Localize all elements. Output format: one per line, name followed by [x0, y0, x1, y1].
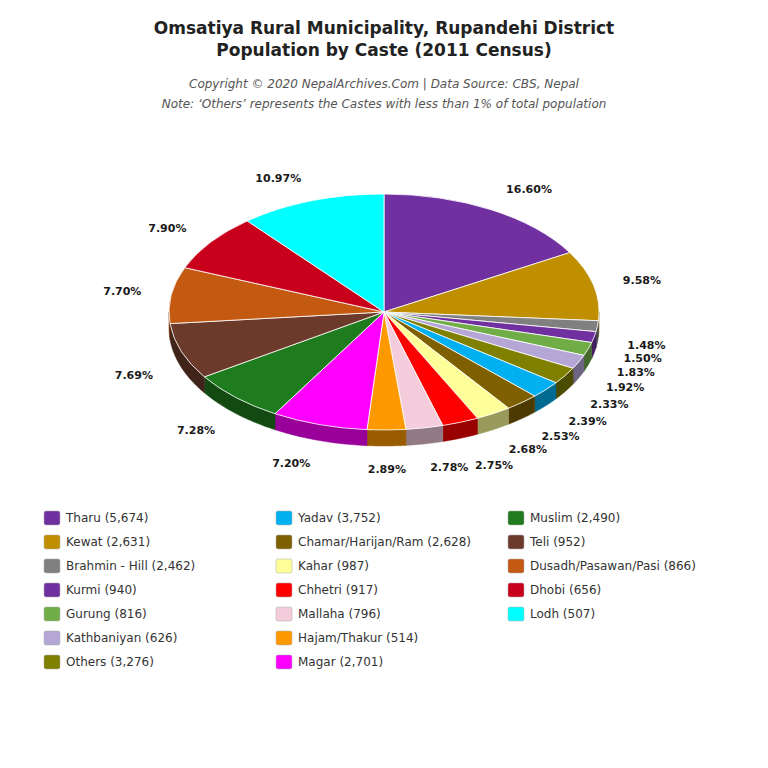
data-label: 2.68% [509, 443, 547, 456]
legend-swatch [44, 511, 60, 525]
data-label: 7.28% [177, 424, 215, 437]
legend-label: Muslim (2,490) [530, 511, 620, 525]
data-label: 2.33% [590, 398, 628, 411]
legend-label: Magar (2,701) [298, 655, 383, 669]
data-label: 16.60% [506, 183, 552, 196]
legend-swatch [44, 655, 60, 669]
legend-swatch [276, 511, 292, 525]
data-label: 2.89% [368, 463, 406, 476]
legend-swatch [44, 559, 60, 573]
legend-swatch [276, 655, 292, 669]
legend: Tharu (5,674) Kewat (2,631) Brahmin - Hill… [44, 511, 696, 669]
data-label: 2.78% [430, 461, 468, 474]
legend-label: Lodh (507) [530, 607, 595, 621]
data-label: 1.50% [624, 352, 662, 365]
legend-label: Teli (952) [529, 535, 585, 549]
legend-label: Others (3,276) [66, 655, 154, 669]
legend-swatch [508, 559, 524, 573]
title: Omsatiya Rural Municipality, Rupandehi D… [154, 18, 614, 60]
legend-label: Brahmin - Hill (2,462) [66, 559, 195, 573]
legend-label: Chhetri (917) [298, 583, 378, 597]
legend-swatch [508, 607, 524, 621]
data-label: 2.75% [475, 459, 513, 472]
pie-slice [247, 194, 384, 312]
legend-label: Yadav (3,752) [297, 511, 381, 525]
legend-label: Dhobi (656) [530, 583, 601, 597]
data-label: 10.97% [255, 172, 301, 185]
legend-swatch [276, 607, 292, 621]
legend-swatch [508, 511, 524, 525]
legend-label: Tharu (5,674) [65, 511, 148, 525]
legend-swatch [276, 535, 292, 549]
pie [169, 194, 599, 446]
data-label: 7.69% [115, 369, 153, 382]
data-label: 1.92% [606, 381, 644, 394]
legend-label: Mallaha (796) [298, 607, 381, 621]
data-label: 2.39% [569, 415, 607, 428]
legend-label: Kathbaniyan (626) [66, 631, 177, 645]
data-label: 7.70% [103, 285, 141, 298]
legend-label: Kurmi (940) [66, 583, 137, 597]
data-label: 1.48% [627, 339, 665, 352]
legend-label: Kewat (2,631) [66, 535, 150, 549]
data-labels: 16.60% 9.58% 1.48%1.50%1.83% 1.92% 2.33% 2.39… [103, 172, 665, 476]
data-label: 9.58% [623, 274, 661, 287]
legend-swatch [44, 631, 60, 645]
data-label: 7.20% [272, 457, 310, 470]
legend-label: Kahar (987) [298, 559, 369, 573]
slice-side [367, 429, 406, 446]
data-label: 2.53% [541, 430, 579, 443]
legend-swatch [276, 559, 292, 573]
annotation: Note: ‘Others’ represents the Castes wit… [162, 97, 607, 111]
data-label: 7.90% [148, 222, 186, 235]
legend-swatch [508, 583, 524, 597]
subtitle: Copyright © 2020 NepalArchives.Com | Dat… [189, 77, 580, 91]
legend-swatch [276, 631, 292, 645]
legend-swatch [44, 583, 60, 597]
chart: Omsatiya Rural Municipality, Rupandehi D… [0, 0, 768, 768]
background [0, 0, 768, 768]
legend-label: Chamar/Harijan/Ram (2,628) [298, 535, 471, 549]
legend-swatch [276, 583, 292, 597]
legend-label: Hajam/Thakur (514) [298, 631, 418, 645]
pie-slice [384, 253, 599, 321]
legend-label: Gurung (816) [66, 607, 147, 621]
legend-swatch [44, 607, 60, 621]
legend-label: Dusadh/Pasawan/Pasi (866) [530, 559, 696, 573]
legend-swatch [44, 535, 60, 549]
data-label: 1.83% [617, 366, 655, 379]
legend-swatch [508, 535, 524, 549]
